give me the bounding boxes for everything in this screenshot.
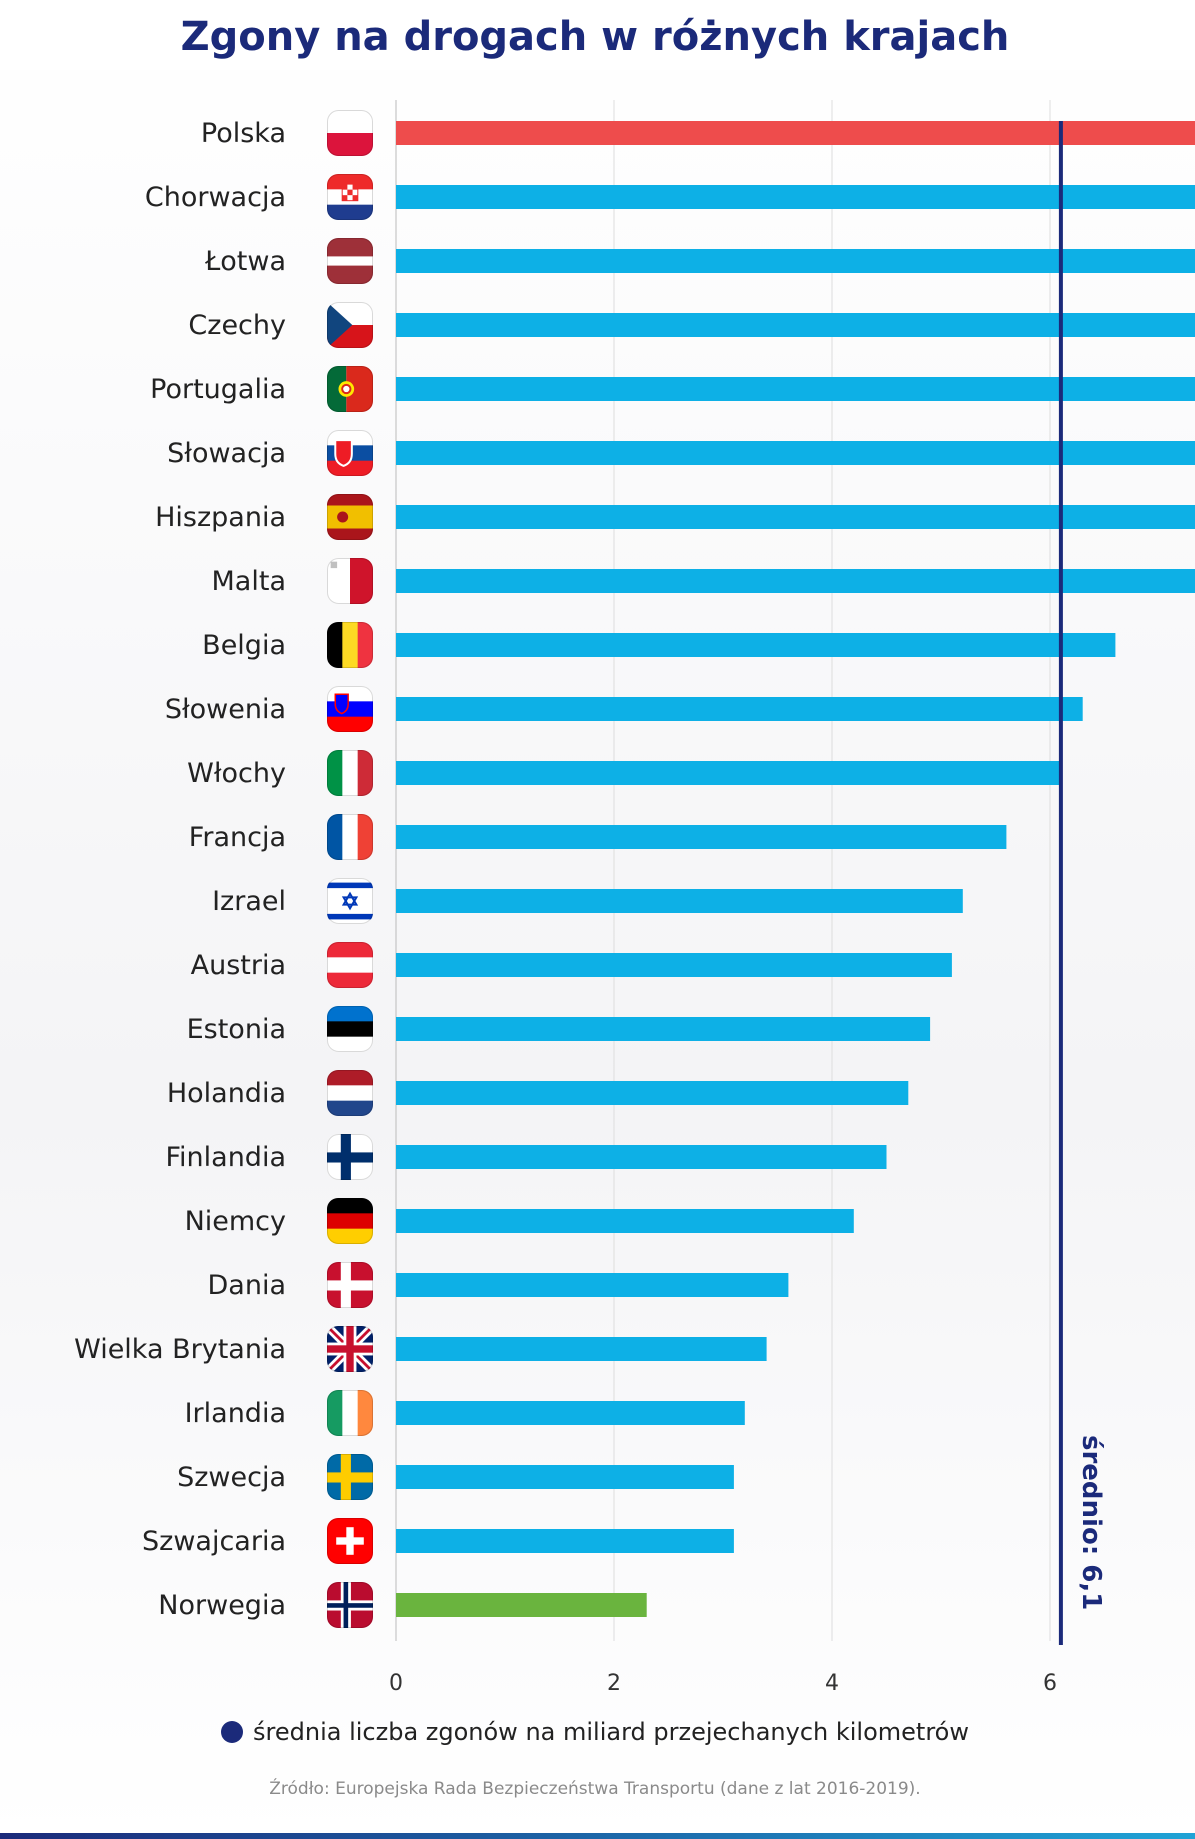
slovenia-flag-icon xyxy=(327,686,373,732)
norway-flag-icon xyxy=(327,1582,373,1628)
average-marker: średnio: 6,1 xyxy=(1058,121,1106,1645)
country-label: Czechy xyxy=(188,310,286,341)
chart-title: Zgony na drogach w różnych krajach xyxy=(180,14,1010,60)
bar xyxy=(396,953,952,977)
bar xyxy=(396,249,1195,273)
country-label: Chorwacja xyxy=(145,182,286,213)
country-label: Szwajcaria xyxy=(142,1526,286,1557)
bar xyxy=(396,633,1116,657)
bar xyxy=(396,1337,767,1361)
bar xyxy=(396,185,1195,209)
spain-flag-icon xyxy=(327,494,373,540)
bar xyxy=(396,825,1007,849)
poland-flag-icon xyxy=(327,110,373,156)
uk-flag-icon xyxy=(327,1326,373,1372)
x-tick-label: 4 xyxy=(825,1671,839,1696)
bar xyxy=(396,441,1195,465)
x-tick-label: 2 xyxy=(607,1671,621,1696)
bar xyxy=(396,1209,854,1233)
country-label: Holandia xyxy=(167,1078,286,1109)
country-label: Słowenia xyxy=(165,694,286,725)
country-label: Łotwa xyxy=(204,246,286,277)
italy-flag-icon xyxy=(327,750,373,796)
bar xyxy=(396,569,1195,593)
country-label: Izrael xyxy=(212,886,286,917)
denmark-flag-icon xyxy=(327,1262,373,1308)
legend-marker xyxy=(221,1721,244,1743)
bar xyxy=(396,1081,909,1105)
bar xyxy=(396,1401,745,1425)
bar xyxy=(396,377,1195,401)
bar xyxy=(396,505,1195,529)
bar xyxy=(396,1273,789,1297)
country-label: Niemcy xyxy=(185,1206,286,1237)
country-label: Hiszpania xyxy=(155,502,286,533)
bar xyxy=(396,1465,734,1489)
portugal-flag-icon xyxy=(327,366,373,412)
bar xyxy=(396,1529,734,1553)
bar xyxy=(396,313,1195,337)
netherlands-flag-icon xyxy=(327,1070,373,1116)
average-label: średnio: 6,1 xyxy=(1076,1435,1106,1610)
belgium-flag-icon xyxy=(327,622,373,668)
slovakia-flag-icon xyxy=(327,430,373,476)
czechia-flag-icon xyxy=(327,302,373,348)
country-label: Portugalia xyxy=(150,374,286,405)
title-band xyxy=(0,0,1195,70)
bar-chart: Polska Chorwacja Łotwa Czechy Portugalia Słow… xyxy=(74,100,1195,1696)
bar xyxy=(396,761,1061,785)
x-axis-ticks: 024681012 xyxy=(389,1671,1057,1696)
country-label: Włochy xyxy=(187,758,286,789)
bar xyxy=(396,121,1195,145)
country-label: Francja xyxy=(189,822,286,853)
country-label: Malta xyxy=(212,566,286,597)
bar xyxy=(396,1593,647,1617)
croatia-flag-icon xyxy=(327,174,373,220)
country-labels: Polska Chorwacja Łotwa Czechy Portugalia Słow… xyxy=(74,118,286,1621)
latvia-flag-icon xyxy=(327,238,373,284)
flags xyxy=(327,110,373,1628)
country-label: Irlandia xyxy=(185,1398,286,1429)
country-label: Słowacja xyxy=(167,438,286,469)
country-label: Wielka Brytania xyxy=(74,1334,286,1365)
bar xyxy=(396,1017,931,1041)
bars xyxy=(396,121,1195,1617)
austria-flag-icon xyxy=(327,942,373,988)
source-note: Źródło: Europejska Rada Bezpieczeństwa T… xyxy=(269,1779,921,1799)
bar xyxy=(396,889,963,913)
country-label: Norwegia xyxy=(158,1590,286,1621)
israel-flag-icon xyxy=(327,878,373,924)
germany-flag-icon xyxy=(327,1198,373,1244)
ireland-flag-icon xyxy=(327,1390,373,1436)
country-label: Szwecja xyxy=(177,1462,286,1493)
x-tick-label: 6 xyxy=(1043,1671,1057,1696)
country-label: Finlandia xyxy=(165,1142,286,1173)
finland-flag-icon xyxy=(327,1134,373,1180)
malta-flag-icon xyxy=(327,558,373,604)
country-label: Austria xyxy=(191,950,286,981)
country-label: Polska xyxy=(201,118,286,149)
sweden-flag-icon xyxy=(327,1454,373,1500)
bar xyxy=(396,697,1083,721)
france-flag-icon xyxy=(327,814,373,860)
x-tick-label: 0 xyxy=(389,1671,403,1696)
bottom-rule xyxy=(0,1833,1195,1839)
estonia-flag-icon xyxy=(327,1006,373,1052)
legend: średnia liczba zgonów na miliard przejec… xyxy=(0,1718,1190,1746)
country-label: Estonia xyxy=(187,1014,286,1045)
switzerland-flag-icon xyxy=(327,1518,373,1564)
gridlines xyxy=(395,100,1051,1641)
country-label: Belgia xyxy=(202,630,286,661)
bar xyxy=(396,1145,887,1169)
country-label: Dania xyxy=(208,1270,287,1301)
legend-label: średnia liczba zgonów na miliard przejec… xyxy=(253,1718,969,1746)
